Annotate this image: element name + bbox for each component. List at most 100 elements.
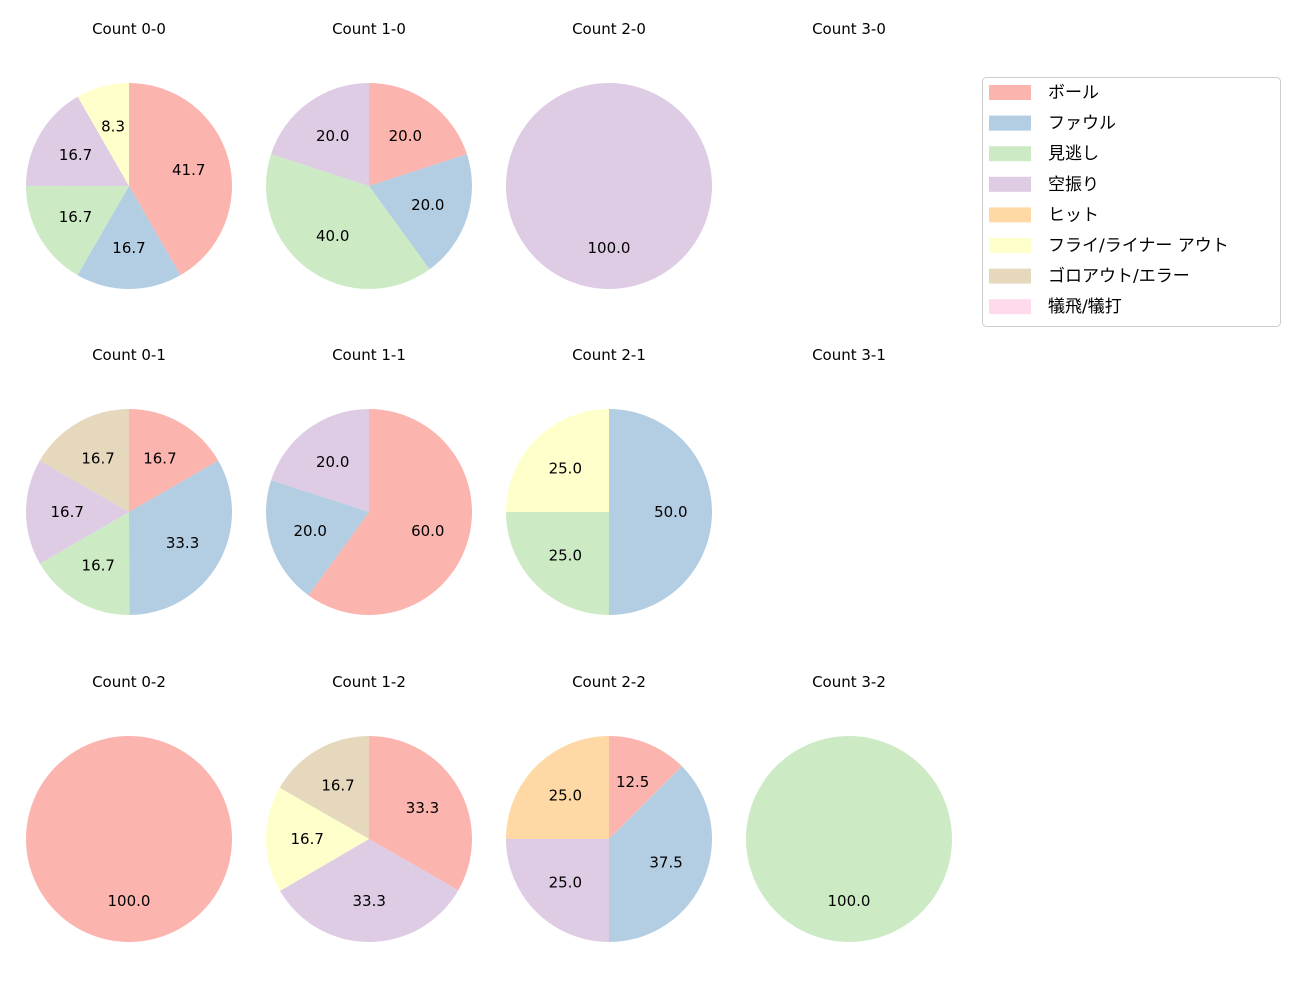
pie-slice bbox=[369, 83, 467, 186]
pie-count-0-0: Count 0-0 41.7 16.7 16.7 16.7 8.3 bbox=[25, 20, 233, 289]
pie-count-0-1: Count 0-1 16.7 33.3 16.7 16.7 16.7 bbox=[25, 346, 233, 615]
slice-label: 16.7 bbox=[290, 830, 323, 848]
slice-label: 25.0 bbox=[549, 547, 582, 565]
pie-count-1-1: Count 1-1 60.0 20.0 20.0 bbox=[266, 346, 473, 616]
pie-count-3-0: Count 3-0 bbox=[812, 20, 886, 38]
slice-label: 20.0 bbox=[411, 196, 444, 214]
pie-slice bbox=[308, 409, 473, 616]
legend-label: フライ/ライナー アウト bbox=[1048, 236, 1229, 256]
pie-slice bbox=[609, 409, 712, 615]
pie-title: Count 2-0 bbox=[572, 20, 646, 38]
pie-title: Count 1-0 bbox=[332, 20, 406, 38]
slice-label: 16.7 bbox=[59, 146, 92, 164]
legend-item: フライ/ライナー アウト bbox=[989, 236, 1229, 256]
pie-title: Count 1-2 bbox=[332, 673, 406, 691]
pie-slice bbox=[609, 736, 682, 839]
slice-label: 20.0 bbox=[316, 127, 349, 145]
slice-label: 16.7 bbox=[50, 503, 83, 521]
slice-label: 16.7 bbox=[59, 208, 92, 226]
legend-swatch bbox=[989, 146, 1031, 162]
legend-item: 犠飛/犠打 bbox=[989, 297, 1122, 317]
pie-slice bbox=[266, 787, 369, 891]
legend-label: ヒット bbox=[1048, 205, 1099, 225]
pie-title: Count 3-2 bbox=[812, 673, 886, 691]
slice-label: 37.5 bbox=[649, 854, 682, 872]
pie-count-0-2: Count 0-2 100.0 bbox=[26, 673, 232, 942]
pie-title: Count 3-0 bbox=[812, 20, 886, 38]
legend-swatch bbox=[989, 207, 1031, 223]
pie-slice bbox=[25, 185, 129, 276]
legend-label: ゴロアウト/エラー bbox=[1048, 266, 1190, 287]
slice-label: 50.0 bbox=[654, 503, 687, 521]
legend-item: ボール bbox=[989, 83, 1099, 103]
slice-label: 20.0 bbox=[316, 453, 349, 471]
pie-slice bbox=[77, 186, 181, 289]
legend-item: 見逃し bbox=[989, 144, 1099, 164]
legend-label: ファウル bbox=[1048, 114, 1116, 134]
pie-slice bbox=[506, 839, 609, 942]
pie-title: Count 2-2 bbox=[572, 673, 646, 691]
slice-label: 25.0 bbox=[549, 786, 582, 804]
pie-count-3-2: Count 3-2 100.0 bbox=[746, 673, 952, 942]
pie-title: Count 0-0 bbox=[92, 20, 166, 38]
legend-label: 空振り bbox=[1048, 175, 1099, 195]
legend-label: 見逃し bbox=[1048, 144, 1099, 164]
legend-item: 空振り bbox=[989, 175, 1099, 195]
slice-label: 25.0 bbox=[549, 874, 582, 892]
slice-label: 60.0 bbox=[411, 522, 444, 540]
pie-slice bbox=[129, 409, 219, 512]
slice-label: 8.3 bbox=[101, 117, 125, 135]
slice-label: 20.0 bbox=[294, 522, 327, 540]
pie-slice bbox=[271, 83, 369, 186]
legend-item: ゴロアウト/エラー bbox=[989, 266, 1190, 287]
slice-label: 100.0 bbox=[828, 892, 871, 910]
pie-slice bbox=[25, 460, 129, 564]
slice-label: 41.7 bbox=[172, 161, 205, 179]
slice-label: 16.7 bbox=[321, 777, 354, 795]
pie-slice bbox=[369, 154, 473, 270]
slice-label: 16.7 bbox=[82, 557, 115, 575]
pie-slice bbox=[266, 480, 369, 596]
slice-label: 16.7 bbox=[112, 239, 145, 257]
legend-label: 犠飛/犠打 bbox=[1048, 297, 1122, 317]
pie-title: Count 0-1 bbox=[92, 346, 166, 364]
pie-slice bbox=[39, 409, 129, 512]
pie-count-3-1: Count 3-1 bbox=[812, 346, 886, 364]
pie-slice bbox=[129, 460, 233, 615]
slice-label: 33.3 bbox=[352, 892, 385, 910]
legend-swatch bbox=[989, 238, 1031, 253]
slice-label: 40.0 bbox=[316, 227, 349, 245]
slice-label: 20.0 bbox=[389, 127, 422, 145]
pie-slice bbox=[77, 83, 129, 186]
legend-item: ヒット bbox=[989, 205, 1099, 225]
legend-swatch bbox=[989, 268, 1031, 284]
pie-slice bbox=[271, 409, 369, 512]
slice-label: 12.5 bbox=[616, 773, 649, 791]
legend-item: ファウル bbox=[989, 114, 1116, 134]
pie-count-2-1: Count 2-1 50.0 25.0 25.0 bbox=[506, 346, 712, 615]
pie-slice bbox=[266, 154, 430, 289]
legend-swatch bbox=[989, 85, 1031, 100]
pie-slice bbox=[26, 96, 130, 186]
legend-swatch bbox=[989, 115, 1031, 131]
pie-title: Count 2-1 bbox=[572, 346, 646, 364]
legend-swatch bbox=[989, 176, 1031, 192]
pie-title: Count 0-2 bbox=[92, 673, 166, 691]
legend-label: ボール bbox=[1048, 83, 1099, 103]
pie-slice bbox=[609, 766, 712, 942]
pie-title: Count 3-1 bbox=[812, 346, 886, 364]
pie-count-1-2: Count 1-2 33.3 33.3 16.7 16.7 bbox=[266, 673, 472, 942]
pie-slice bbox=[129, 83, 233, 276]
pie-slice bbox=[39, 512, 130, 615]
pie-slice bbox=[369, 736, 472, 891]
pie-slice bbox=[746, 736, 952, 942]
slice-label: 16.7 bbox=[81, 449, 114, 467]
slice-label: 100.0 bbox=[588, 239, 631, 257]
pie-count-2-0: Count 2-0 100.0 bbox=[506, 20, 712, 289]
pie-count-2-2: Count 2-2 12.5 37.5 25.0 25.0 bbox=[506, 673, 712, 942]
slice-label: 100.0 bbox=[108, 892, 151, 910]
pie-slice bbox=[279, 736, 369, 839]
